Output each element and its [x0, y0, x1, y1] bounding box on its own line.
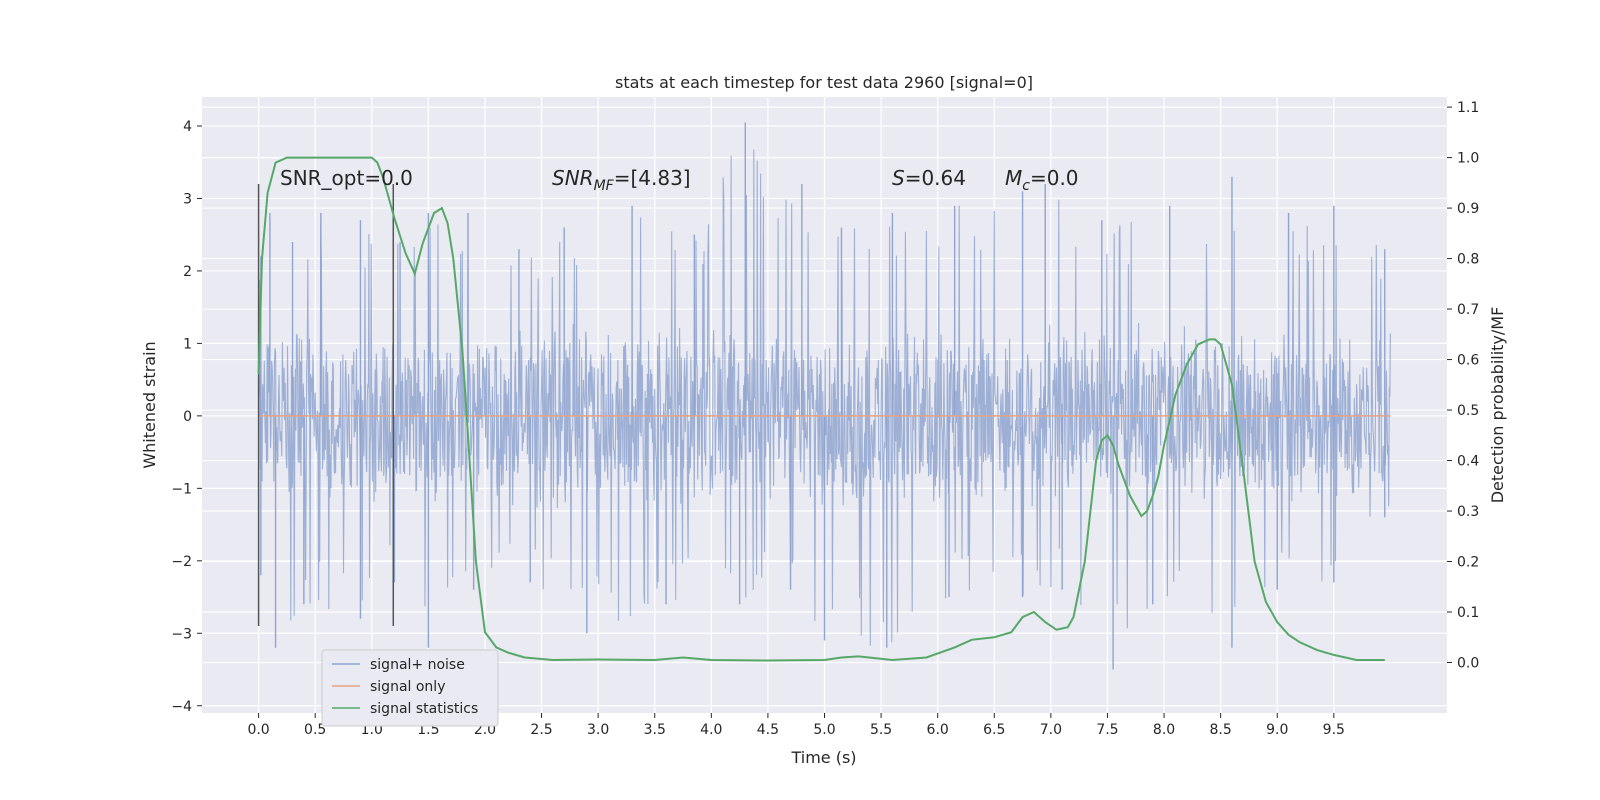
- y-tick-label: 1: [183, 336, 192, 352]
- legend-box: [321, 649, 499, 727]
- snr-mf-annotation: SNRMF=[4.83]: [552, 166, 691, 194]
- y2-tick-label: 0.3: [1457, 504, 1479, 520]
- s-var: S: [892, 166, 905, 190]
- legend-label-signal-noise: signal+ noise: [370, 657, 465, 673]
- y2-tick-label: 0.2: [1457, 555, 1479, 571]
- x-tick-label: 6.5: [983, 722, 1005, 738]
- x-tick-label: 2.5: [530, 722, 552, 738]
- legend-label-signal-only: signal only: [370, 679, 445, 695]
- axes: 0.0 0.5 1.0 1.5 2.0 2.5 3.0 3.5 4.0 4.5 5.0 5.5 6.0 6…: [171, 100, 1479, 738]
- x-tick-label: 5.5: [870, 722, 892, 738]
- y2-tick-label: 0.5: [1457, 403, 1479, 419]
- x-tick-label: 7.5: [1096, 722, 1118, 738]
- y2-axis-title: Detection probability/MF: [1488, 307, 1507, 504]
- x-tick-label: 9.0: [1266, 722, 1288, 738]
- x-tick-label: 7.0: [1040, 722, 1062, 738]
- y-tick-label: 3: [183, 191, 192, 207]
- x-tick-label: 6.0: [927, 722, 949, 738]
- snr-mf-suffix: =[4.83]: [614, 166, 691, 190]
- noise-series-layer: [258, 122, 1391, 670]
- x-tick-label: 8.5: [1210, 722, 1232, 738]
- x-tick-label: 4.0: [700, 722, 722, 738]
- y2-tick-label: 1.0: [1457, 151, 1479, 167]
- y-tick-label: 0: [183, 409, 192, 425]
- x-axis-title: Time (s): [790, 748, 856, 767]
- x-tick-label: 4.5: [757, 722, 779, 738]
- y2-tick-label: 0.1: [1457, 605, 1479, 621]
- y2-tick-label: 0.4: [1457, 454, 1479, 470]
- y2-tick-label: 1.1: [1457, 100, 1479, 116]
- signal-statistics-line: [257, 156, 1385, 662]
- s-value: =0.64: [905, 166, 966, 190]
- y2-tick-label: 0.0: [1457, 656, 1479, 672]
- y-axis-title: Whitened strain: [140, 341, 159, 468]
- y2-tick-label: 0.6: [1457, 353, 1479, 369]
- x-tick-label: 3.5: [644, 722, 666, 738]
- mc-value: =0.0: [1030, 166, 1079, 190]
- legend-label-signal-statistics: signal statistics: [370, 701, 478, 717]
- snr-mf-prefix: SNR: [552, 166, 594, 190]
- mc-sub: c: [1022, 178, 1030, 194]
- snr-mf-sub: MF: [594, 178, 615, 194]
- y2-tick-label: 0.9: [1457, 201, 1479, 217]
- snr-opt-annotation: SNR_opt=0.0: [280, 166, 413, 190]
- x-tick-label: 8.0: [1153, 722, 1175, 738]
- x-tick-label: 3.0: [587, 722, 609, 738]
- mc-annotation: Mc=0.0: [1005, 166, 1079, 194]
- y-tick-label: 4: [183, 119, 192, 135]
- mc-var: M: [1005, 166, 1022, 190]
- y-tick-label: −1: [171, 481, 192, 497]
- y-tick-label: −4: [171, 699, 192, 715]
- y-tick-label: −3: [171, 626, 192, 642]
- y2-tick-label: 0.7: [1457, 302, 1479, 318]
- legend: signal+ noise signal only signal statist…: [321, 649, 499, 727]
- y2-tick-label: 0.8: [1457, 252, 1479, 268]
- y-tick-label: −2: [171, 554, 192, 570]
- y-tick-label: 2: [183, 264, 192, 280]
- line-series-layer: [257, 156, 1391, 662]
- x-tick-label: 9.5: [1323, 722, 1345, 738]
- chart-title: stats at each timestep for test data 296…: [615, 73, 1033, 92]
- x-tick-label: 5.0: [813, 722, 835, 738]
- x-tick-label: 0.5: [304, 722, 326, 738]
- x-tick-label: 0.0: [247, 722, 269, 738]
- s-annotation: S=0.64: [892, 166, 966, 190]
